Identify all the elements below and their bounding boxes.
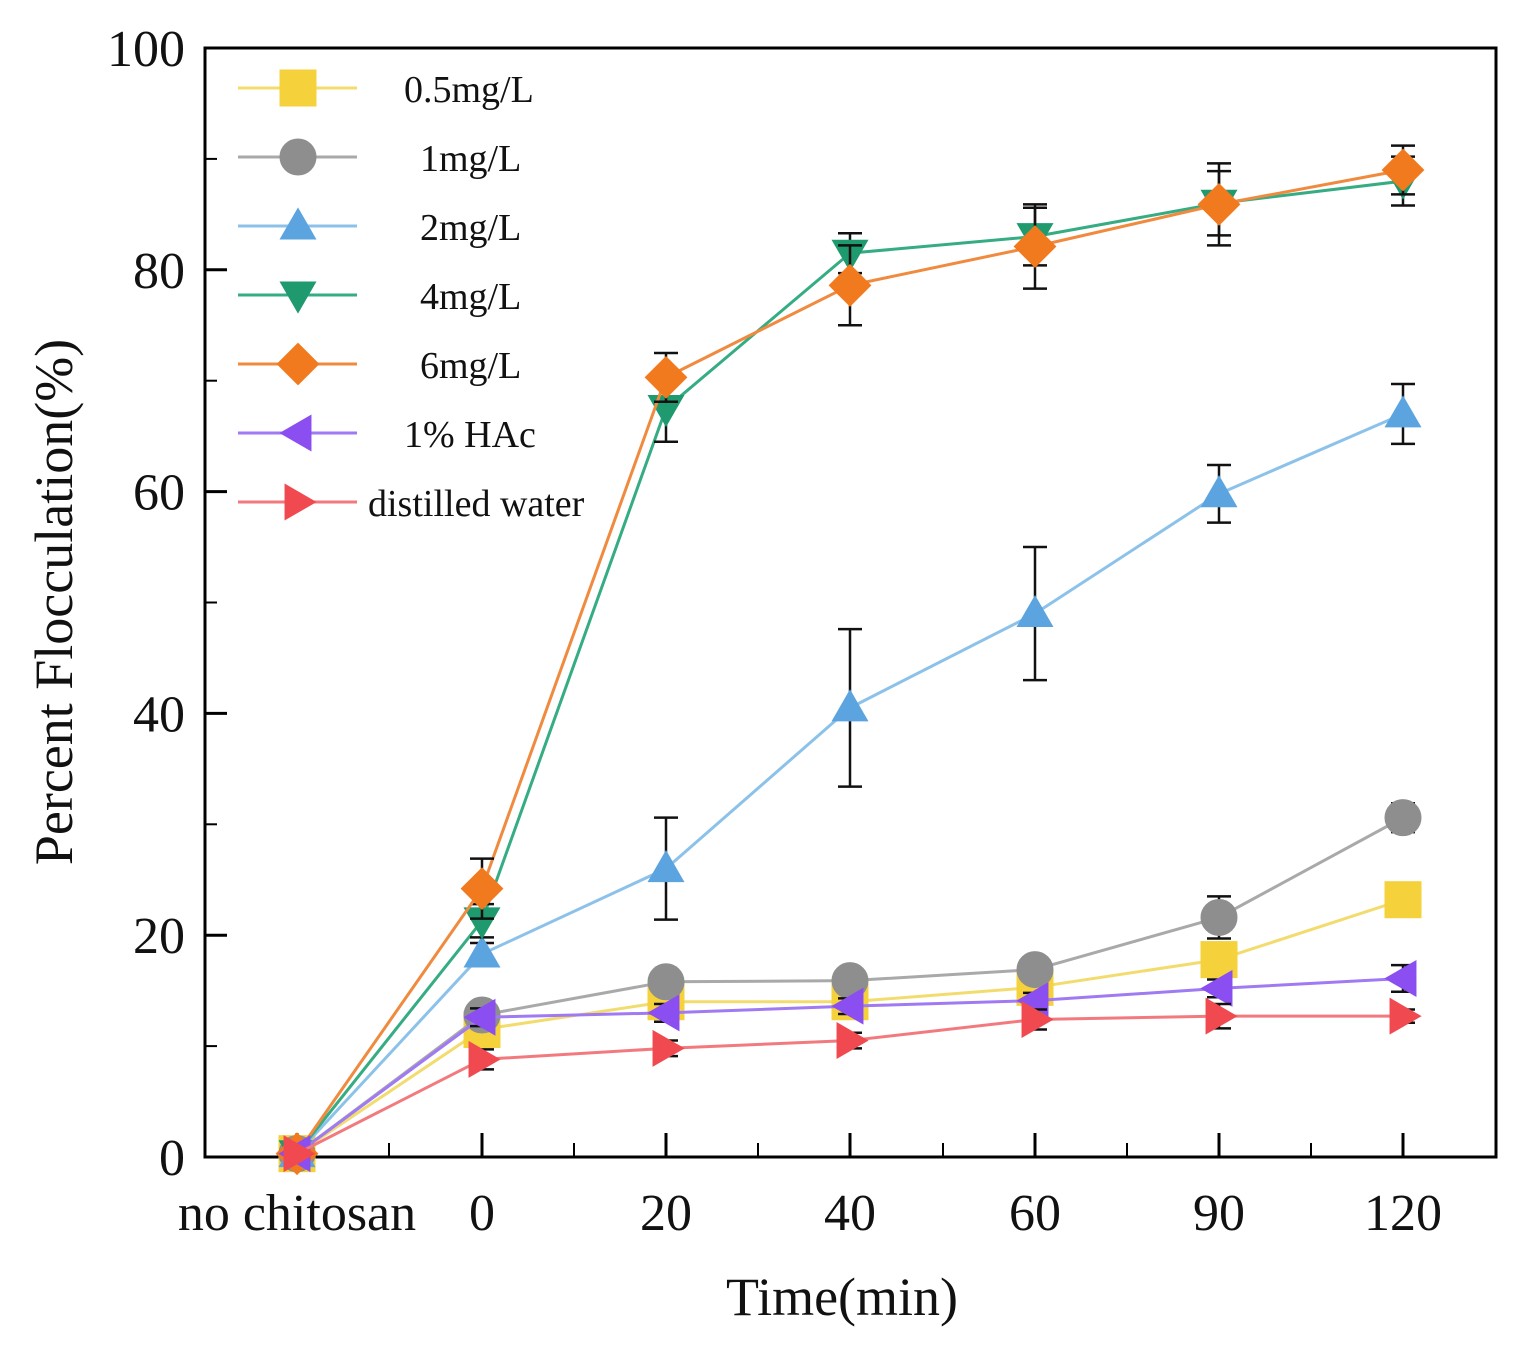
y-tick-label: 60 bbox=[133, 465, 185, 522]
data-point bbox=[1384, 395, 1422, 428]
legend-layer: 0.5mg/L 1mg/L 2mg/L 4mg/L 6mg/L 1% HAc distill… bbox=[238, 69, 585, 525]
data-point bbox=[1197, 182, 1241, 226]
series-1-hac bbox=[278, 959, 1417, 1173]
x-tick-label: 60 bbox=[1009, 1185, 1061, 1242]
x-axis-title: Time(min) bbox=[726, 1267, 958, 1327]
data-point bbox=[1384, 881, 1422, 919]
legend-label: 1% HAc bbox=[404, 414, 536, 456]
legend-marker bbox=[276, 342, 320, 386]
data-point bbox=[1021, 1000, 1054, 1038]
data-point bbox=[644, 355, 688, 399]
legend-marker bbox=[279, 414, 312, 452]
y-tick-label: 0 bbox=[159, 1130, 185, 1187]
legend-marker bbox=[279, 281, 317, 314]
data-point bbox=[836, 1022, 869, 1060]
legend-label: 2mg/L bbox=[420, 207, 521, 249]
series-distilled-water bbox=[283, 997, 1422, 1173]
data-point bbox=[828, 263, 872, 307]
y-axis-title: Percent Flocculation(%) bbox=[24, 339, 84, 865]
data-point bbox=[1205, 997, 1238, 1035]
y-tick-label: 20 bbox=[133, 908, 185, 965]
legend-marker bbox=[279, 138, 317, 176]
data-point bbox=[831, 689, 869, 722]
y-tick-label: 100 bbox=[107, 21, 185, 78]
data-point bbox=[1016, 594, 1054, 628]
data-point bbox=[1200, 898, 1238, 936]
legend-marker bbox=[279, 69, 317, 107]
x-tick-label: 20 bbox=[640, 1185, 692, 1242]
y-tick-label: 80 bbox=[133, 243, 185, 300]
data-point bbox=[647, 994, 680, 1032]
series-2mg-l bbox=[278, 382, 1422, 1168]
x-tick-label: no chitosan bbox=[178, 1185, 416, 1242]
legend-item: distilled water bbox=[238, 483, 585, 525]
legend-item: 4mg/L bbox=[238, 276, 521, 318]
legend-item: 1mg/L bbox=[238, 138, 521, 180]
data-point bbox=[647, 850, 685, 883]
series-6mg-l bbox=[275, 144, 1425, 1176]
data-point bbox=[468, 1040, 501, 1078]
legend-marker bbox=[284, 483, 317, 521]
data-point bbox=[1381, 148, 1425, 192]
x-tick-label: 0 bbox=[469, 1185, 495, 1242]
data-point bbox=[463, 998, 496, 1036]
x-tick-label: 90 bbox=[1193, 1185, 1245, 1242]
legend-label: 4mg/L bbox=[420, 276, 521, 318]
x-tick-label: 40 bbox=[824, 1185, 876, 1242]
legend-label: 0.5mg/L bbox=[404, 69, 534, 111]
data-point bbox=[460, 867, 504, 911]
data-point bbox=[1016, 951, 1054, 989]
legend-label: distilled water bbox=[368, 483, 585, 525]
y-tick-label: 40 bbox=[133, 686, 185, 743]
legend-label: 6mg/L bbox=[420, 345, 521, 387]
legend-item: 6mg/L bbox=[238, 342, 521, 387]
legend-item: 1% HAc bbox=[238, 414, 536, 456]
data-point bbox=[1384, 799, 1422, 837]
series-layer bbox=[275, 144, 1425, 1176]
data-point bbox=[1384, 959, 1417, 997]
data-point bbox=[1013, 225, 1057, 268]
legend-item: 2mg/L bbox=[238, 207, 521, 249]
data-point bbox=[1200, 941, 1238, 979]
data-point bbox=[647, 963, 685, 1001]
data-point bbox=[652, 1029, 685, 1067]
x-tick-label: 120 bbox=[1364, 1185, 1442, 1242]
data-point bbox=[463, 935, 501, 968]
legend-marker bbox=[279, 207, 317, 240]
data-point bbox=[831, 987, 864, 1025]
data-point bbox=[283, 1135, 316, 1173]
data-point bbox=[1200, 969, 1233, 1007]
data-point bbox=[1389, 997, 1422, 1035]
legend-label: 1mg/L bbox=[420, 138, 521, 180]
data-point bbox=[1200, 475, 1238, 508]
legend-item: 0.5mg/L bbox=[238, 69, 534, 111]
